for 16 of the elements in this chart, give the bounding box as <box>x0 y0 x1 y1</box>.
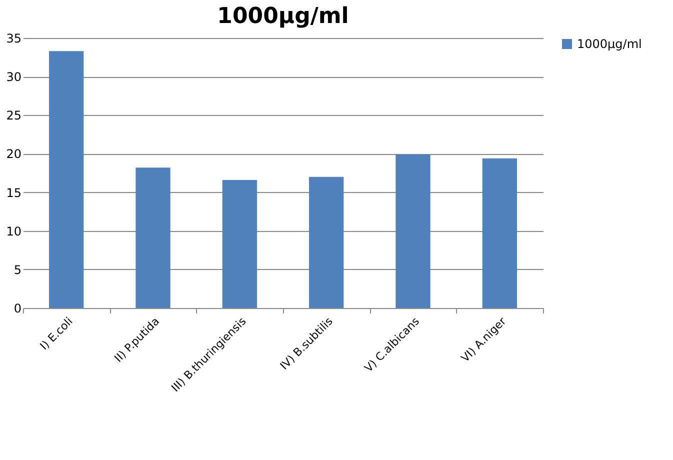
y-tick-label: 30 <box>6 70 22 84</box>
bar <box>396 154 430 308</box>
y-tick-label: 25 <box>6 108 22 123</box>
y-tick-label: 15 <box>6 186 22 200</box>
y-tick-label: 5 <box>14 262 22 277</box>
y-tick-label: 20 <box>6 147 22 162</box>
bar <box>482 158 517 308</box>
legend-label: 1000µg/ml <box>577 37 642 51</box>
y-tick-label: 0 <box>14 302 22 316</box>
y-tick-label: 35 <box>6 32 22 46</box>
bar <box>49 51 84 308</box>
y-tick-label: 10 <box>6 224 22 238</box>
bar <box>309 176 344 308</box>
bar <box>136 168 170 308</box>
chart-title: 1000µg/ml <box>217 4 349 29</box>
bar <box>222 180 257 308</box>
